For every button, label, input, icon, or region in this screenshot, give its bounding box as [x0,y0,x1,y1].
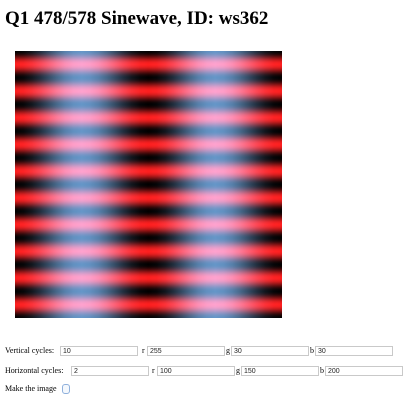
vertical-cycles-input[interactable] [60,346,138,356]
make-image-label: Make the image [5,384,57,393]
horizontal-r-label: r [152,366,155,375]
vertical-b-input[interactable] [315,346,393,356]
sinewave-canvas [15,51,282,318]
horizontal-cycles-label: Horizontal cycles: [5,366,64,375]
vertical-b-label: b [310,346,314,355]
sinewave-image [15,51,282,318]
vertical-cycles-label: Vertical cycles: [5,346,55,355]
vertical-r-label: r [142,346,145,355]
make-image-button[interactable] [62,384,70,394]
horizontal-g-input[interactable] [241,366,319,376]
horizontal-cycles-input[interactable] [71,366,149,376]
vertical-wave-layer [15,51,282,318]
vertical-r-input[interactable] [147,346,225,356]
horizontal-g-label: g [236,366,240,375]
horizontal-b-label: b [320,366,324,375]
vertical-g-label: g [226,346,230,355]
vertical-g-input[interactable] [231,346,309,356]
page-title: Q1 478/578 Sinewave, ID: ws362 [5,8,269,29]
horizontal-b-input[interactable] [325,366,403,376]
horizontal-r-input[interactable] [157,366,235,376]
